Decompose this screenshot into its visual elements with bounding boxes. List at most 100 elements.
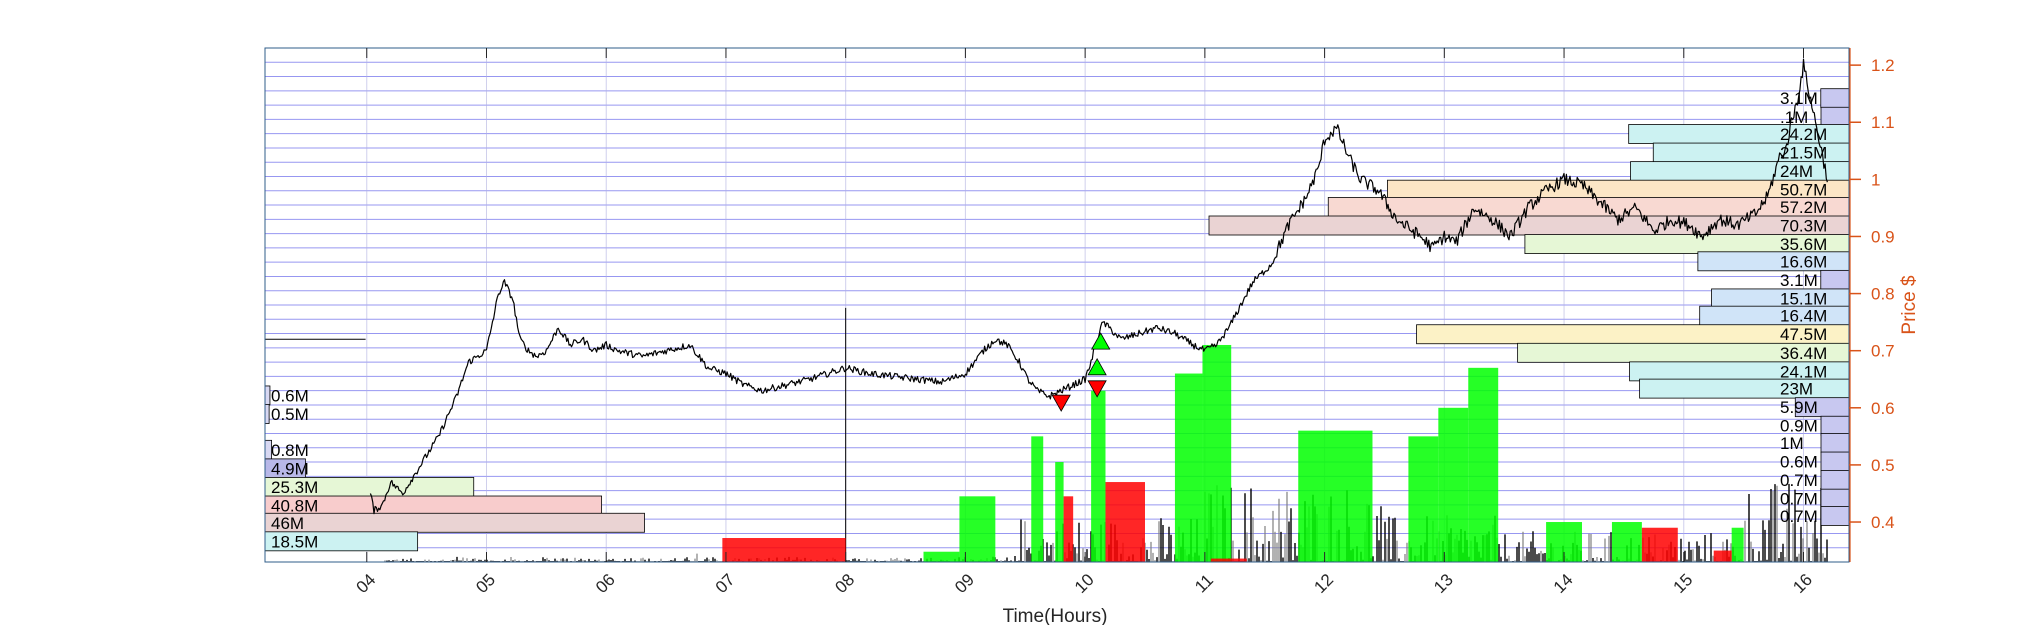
- y-axis-ticks: 0.4 0.5 0.6 0.7 0.8 0.9 1 1.1 1.2: [1849, 48, 1895, 562]
- volume-profile-bar: [1820, 488, 1850, 509]
- buy-signal-marker: [1091, 332, 1111, 350]
- volume-profile-label: 0.8M: [271, 441, 309, 460]
- price-line-group: [265, 58, 1828, 515]
- volume-block: [1611, 522, 1642, 562]
- hourly-volume-blocks: [722, 344, 1744, 562]
- volume-block: [1298, 430, 1373, 562]
- volume-profile-label: 0.7M: [1780, 490, 1818, 509]
- y-tick-label: 0.6: [1871, 399, 1895, 418]
- volume-block: [1438, 407, 1469, 562]
- volume-block: [1055, 462, 1064, 562]
- volume-block: [1031, 436, 1044, 562]
- volume-profile-label: 25.3M: [271, 478, 318, 497]
- x-tick-label: 05: [472, 570, 499, 597]
- volume-profile-label: 50.7M: [1780, 181, 1827, 200]
- volume-profile-label: 40.8M: [271, 497, 318, 516]
- volume-profile-bar: [264, 512, 645, 533]
- volume-block: [1731, 527, 1744, 562]
- volume-profile-label: 0.7M: [1780, 507, 1818, 526]
- y-tick-label: 0.7: [1871, 342, 1895, 361]
- x-tick-label: 14: [1550, 570, 1577, 597]
- volume-block: [1641, 527, 1678, 562]
- volume-profile-label: 0.5M: [271, 405, 309, 424]
- volume-profile-right: 3.1M.1M24.2M21.5M24M50.7M57.2M70.3M35.6M…: [1208, 88, 1850, 526]
- x-tick-label: 12: [1310, 570, 1337, 597]
- volume-profile-bar: [1327, 197, 1850, 217]
- volume-profile-bar: [1820, 433, 1850, 453]
- sell-signal-marker: [1087, 380, 1107, 398]
- x-tick-label: 13: [1430, 570, 1457, 597]
- volume-profile-label: 36.4M: [1780, 344, 1827, 363]
- y-tick-label: 0.5: [1871, 456, 1895, 475]
- volume-block: [1408, 436, 1439, 562]
- volume-profile-label: 5.9M: [1780, 398, 1818, 417]
- x-tick-label: 06: [592, 570, 619, 597]
- volume-block: [1713, 550, 1732, 562]
- x-tick-label: 08: [831, 570, 858, 597]
- volume-profile-label: 35.6M: [1780, 235, 1827, 254]
- volume-profile-label: 16.4M: [1780, 307, 1827, 326]
- volume-profile-label: 15.1M: [1780, 289, 1827, 308]
- volume-profile-label: 47.5M: [1780, 325, 1827, 344]
- volume-profile-bar: [1820, 451, 1850, 472]
- y-tick-label: 0.9: [1871, 227, 1895, 246]
- trade-signals: [1051, 332, 1111, 412]
- volume-profile-bar: [1820, 470, 1850, 491]
- y-axis-label: Price $: [1899, 275, 1920, 335]
- volume-profile-label: 0.7M: [1780, 471, 1818, 490]
- volume-profile-bar: [1820, 88, 1850, 109]
- x-tick-label: 09: [951, 570, 978, 597]
- volume-profile-bar: [1820, 269, 1850, 290]
- volume-profile-bar: [264, 385, 271, 406]
- volume-profile-bar: [264, 404, 270, 424]
- volume-profile-label: 16.6M: [1780, 252, 1827, 271]
- volume-profile-label: 0.6M: [1780, 453, 1818, 472]
- volume-profile-label: 57.2M: [1780, 198, 1827, 217]
- volume-profile-label: 18.5M: [271, 532, 318, 551]
- volume-profile-label: 1M: [1780, 434, 1804, 453]
- volume-profile-label: 0.6M: [271, 386, 309, 405]
- volume-block: [923, 551, 960, 562]
- volume-profile-bar: [1639, 378, 1850, 399]
- volume-block: [959, 496, 996, 562]
- volume-profile-bar: [1630, 161, 1850, 182]
- volume-profile-label: 70.3M: [1780, 217, 1827, 236]
- volume-profile-label: 24M: [1780, 162, 1813, 181]
- volume-profile-bar: [1820, 415, 1850, 436]
- y-tick-label: 0.8: [1871, 285, 1895, 304]
- plot-frame: [264, 47, 1850, 563]
- volume-profile-label: 21.5M: [1780, 144, 1827, 163]
- volume-profile-bar: [1208, 215, 1850, 236]
- volume-profile-label: 46M: [271, 514, 304, 533]
- volume-profile-label: 23M: [1780, 380, 1813, 399]
- x-tick-label: 15: [1670, 570, 1697, 597]
- x-tick-label: 16: [1789, 570, 1816, 597]
- volume-profile-label: 3.1M: [1780, 271, 1818, 290]
- volume-block: [1174, 373, 1203, 562]
- y-tick-label: 1.1: [1871, 113, 1895, 132]
- x-tick-label: 10: [1071, 570, 1098, 597]
- buy-signal-marker: [1087, 358, 1107, 376]
- volume-profile-bar: [1820, 506, 1850, 526]
- volume-profile-label: 0.9M: [1780, 417, 1818, 436]
- x-axis-label: Time(Hours): [1003, 606, 1108, 625]
- y-tick-label: 0.4: [1871, 513, 1895, 532]
- volume-profile-label: 4.9M: [271, 459, 309, 478]
- volume-block: [722, 538, 846, 562]
- sell-signal-marker: [1051, 394, 1071, 412]
- volume-profile-bar: [1820, 106, 1850, 127]
- volume-block: [1468, 367, 1499, 562]
- x-tick-label: 11: [1191, 571, 1217, 597]
- y-tick-label: 1.2: [1871, 56, 1895, 75]
- volume-block: [1202, 344, 1232, 562]
- volume-profile-label: 24.1M: [1780, 362, 1827, 381]
- x-tick-label: 07: [712, 570, 739, 597]
- volume-block: [1091, 390, 1106, 562]
- volume-block: [1210, 558, 1247, 562]
- y-tick-label: 1: [1871, 170, 1880, 189]
- volume-block: [1105, 482, 1145, 562]
- x-tick-label: 04: [353, 570, 380, 597]
- volume-profile-label: 24.2M: [1780, 125, 1827, 144]
